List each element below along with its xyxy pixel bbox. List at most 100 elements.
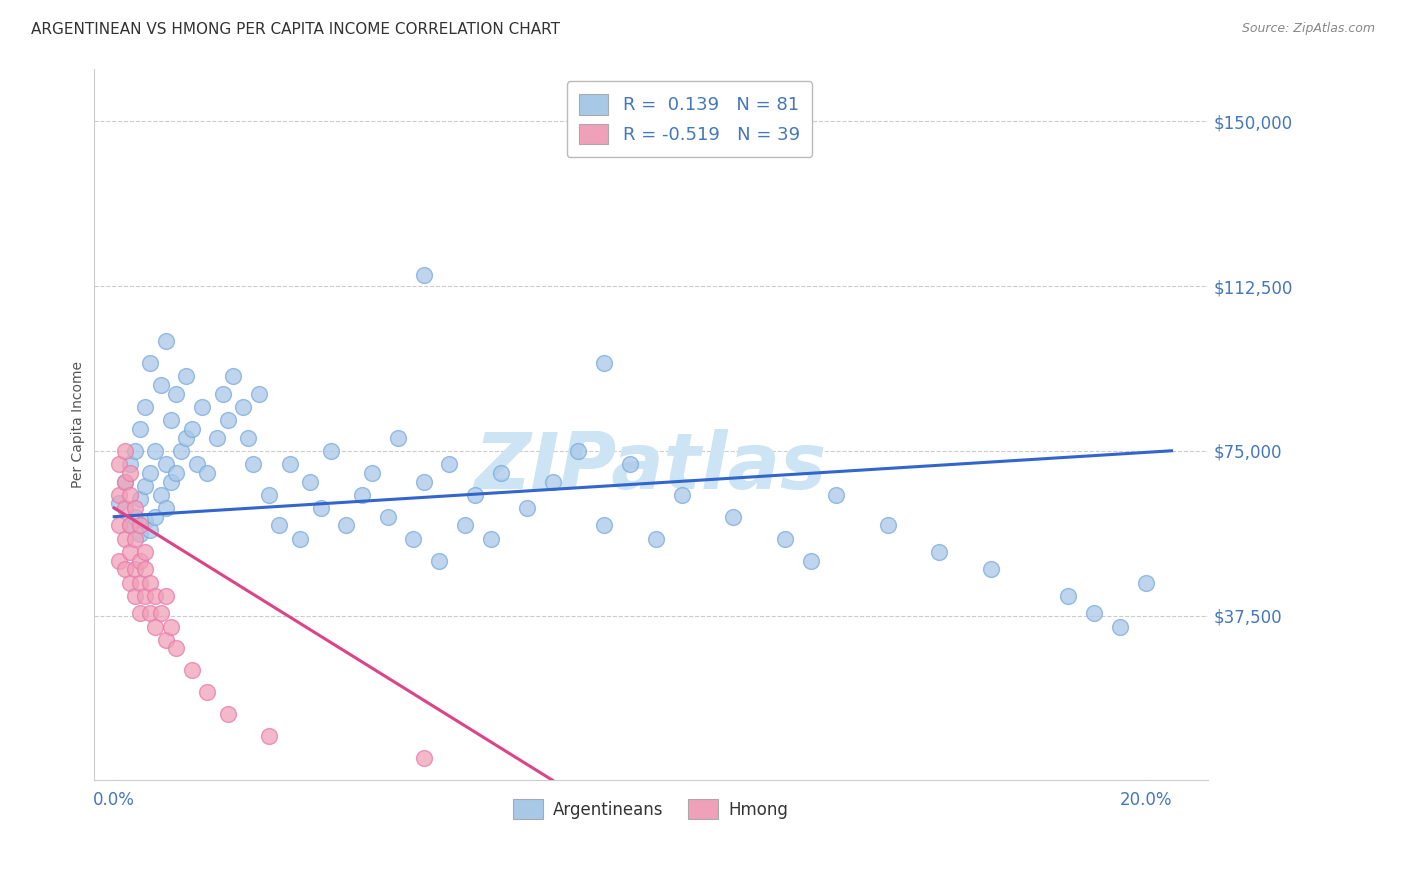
Point	[278, 457, 301, 471]
Point	[108, 518, 131, 533]
Point	[129, 553, 152, 567]
Point	[232, 400, 254, 414]
Point	[195, 466, 218, 480]
Point	[593, 356, 616, 370]
Point	[299, 475, 322, 489]
Point	[721, 509, 744, 524]
Point	[114, 443, 136, 458]
Point	[567, 443, 589, 458]
Point	[118, 518, 141, 533]
Point	[108, 553, 131, 567]
Point	[361, 466, 384, 480]
Point	[118, 518, 141, 533]
Point	[516, 500, 538, 515]
Point	[134, 589, 156, 603]
Point	[288, 532, 311, 546]
Point	[108, 496, 131, 510]
Point	[155, 632, 177, 647]
Point	[108, 457, 131, 471]
Point	[129, 575, 152, 590]
Point	[412, 268, 434, 282]
Point	[134, 400, 156, 414]
Point	[149, 377, 172, 392]
Point	[118, 457, 141, 471]
Point	[155, 589, 177, 603]
Point	[124, 589, 146, 603]
Point	[118, 545, 141, 559]
Point	[207, 431, 229, 445]
Point	[160, 413, 183, 427]
Point	[644, 532, 666, 546]
Point	[165, 466, 187, 480]
Point	[319, 443, 342, 458]
Point	[479, 532, 502, 546]
Point	[129, 422, 152, 436]
Point	[134, 479, 156, 493]
Point	[114, 562, 136, 576]
Point	[124, 509, 146, 524]
Point	[619, 457, 641, 471]
Point	[134, 514, 156, 528]
Y-axis label: Per Capita Income: Per Capita Income	[72, 361, 86, 488]
Point	[825, 488, 848, 502]
Point	[155, 500, 177, 515]
Point	[139, 356, 162, 370]
Point	[247, 386, 270, 401]
Point	[217, 707, 239, 722]
Point	[377, 509, 399, 524]
Point	[593, 518, 616, 533]
Point	[928, 545, 950, 559]
Point	[671, 488, 693, 502]
Point	[176, 431, 198, 445]
Point	[114, 532, 136, 546]
Point	[165, 386, 187, 401]
Point	[129, 607, 152, 621]
Point	[118, 466, 141, 480]
Point	[876, 518, 898, 533]
Text: ZIPatlas: ZIPatlas	[474, 429, 827, 505]
Point	[350, 488, 373, 502]
Point	[439, 457, 461, 471]
Point	[257, 730, 280, 744]
Point	[124, 562, 146, 576]
Point	[980, 562, 1002, 576]
Point	[145, 589, 167, 603]
Point	[269, 518, 291, 533]
Point	[145, 443, 167, 458]
Point	[1109, 619, 1132, 633]
Point	[238, 431, 260, 445]
Point	[335, 518, 357, 533]
Point	[129, 527, 152, 541]
Point	[160, 475, 183, 489]
Point	[129, 518, 152, 533]
Point	[412, 751, 434, 765]
Point	[170, 443, 193, 458]
Point	[124, 500, 146, 515]
Point	[155, 457, 177, 471]
Point	[180, 664, 202, 678]
Point	[139, 523, 162, 537]
Point	[211, 386, 233, 401]
Legend: Argentineans, Hmong: Argentineans, Hmong	[506, 793, 794, 825]
Point	[402, 532, 425, 546]
Point	[139, 575, 162, 590]
Point	[195, 685, 218, 699]
Point	[145, 509, 167, 524]
Point	[1057, 589, 1080, 603]
Point	[149, 488, 172, 502]
Point	[145, 619, 167, 633]
Point	[387, 431, 409, 445]
Point	[176, 369, 198, 384]
Point	[139, 607, 162, 621]
Point	[1135, 575, 1157, 590]
Point	[454, 518, 477, 533]
Point	[155, 334, 177, 348]
Text: ARGENTINEAN VS HMONG PER CAPITA INCOME CORRELATION CHART: ARGENTINEAN VS HMONG PER CAPITA INCOME C…	[31, 22, 560, 37]
Point	[773, 532, 796, 546]
Point	[114, 475, 136, 489]
Point	[134, 545, 156, 559]
Point	[242, 457, 264, 471]
Point	[134, 562, 156, 576]
Point	[464, 488, 486, 502]
Point	[108, 488, 131, 502]
